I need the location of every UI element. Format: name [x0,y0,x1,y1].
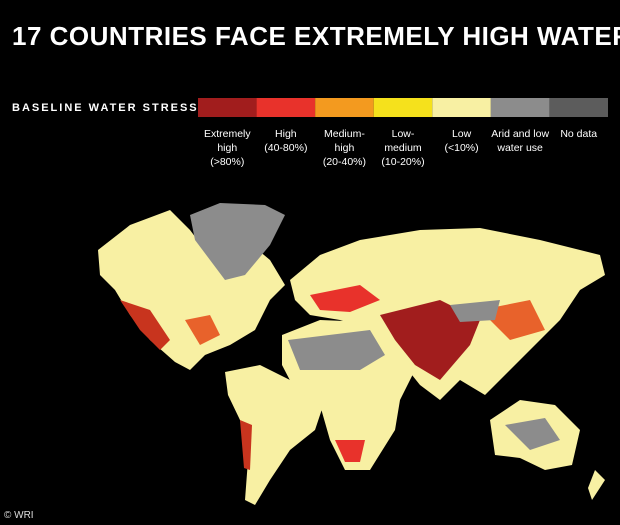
legend-label: medium [384,142,422,154]
legend-label: Low- [392,128,415,140]
legend-swatch [315,98,374,117]
legend-swatch [549,98,608,117]
legend-label: Low [452,128,472,140]
arid-area [505,418,560,450]
legend-label: water use [496,142,543,154]
legend-swatch [198,98,257,117]
legend-swatch [432,98,491,117]
legend-swatch [490,98,550,117]
greenland [190,203,285,280]
legend-title: BASELINE WATER STRESS [12,102,199,114]
title: 17 COUNTRIES FACE EXTREMELY HIGH WATER S… [12,21,620,51]
legend-label: (>80%) [210,156,244,168]
legend-label: No data [560,128,597,140]
stress-area [380,300,480,380]
credit: © WRI [4,510,34,521]
sahara [288,330,385,370]
stress-area [185,315,220,345]
map [98,203,605,505]
new-zealand [588,470,605,500]
arid-area [450,300,500,322]
stress-area [240,420,252,470]
legend-label: (40-80%) [264,142,307,154]
legend-label: High [275,128,297,140]
stress-area [310,285,380,312]
legend-label: (20-40%) [323,156,366,168]
legend-label: Medium- [324,128,365,140]
legend-label: Arid and low [491,128,549,140]
legend-swatch [256,98,316,117]
legend-label: (<10%) [445,142,479,154]
legend: Extremely high (>80%) High (40-80%) Medium-hi… [198,98,608,168]
legend-label: Extremely [204,128,251,140]
stress-area [335,440,365,462]
legend-label: (10-20%) [381,156,424,168]
legend-label: high [334,142,354,154]
legend-swatch [373,98,433,117]
stress-area [120,300,170,350]
legend-label: high [217,142,237,154]
